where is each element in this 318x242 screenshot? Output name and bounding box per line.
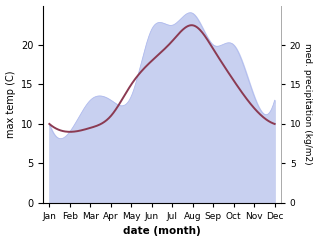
Y-axis label: max temp (C): max temp (C) [5, 70, 16, 138]
X-axis label: date (month): date (month) [123, 227, 201, 236]
Y-axis label: med. precipitation (kg/m2): med. precipitation (kg/m2) [303, 43, 313, 165]
